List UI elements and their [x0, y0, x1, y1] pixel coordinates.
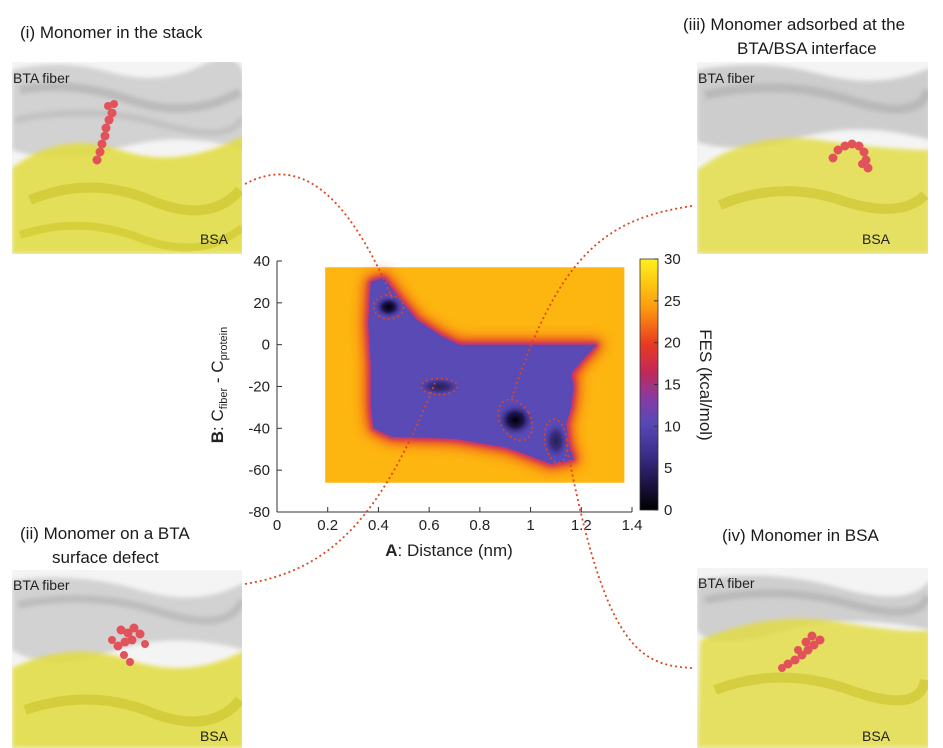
panel-monomer-stack — [12, 62, 242, 254]
protein-label-iii: BSA — [862, 231, 891, 247]
x-tick-label: 0 — [273, 517, 281, 534]
x-tick-label: 0.2 — [317, 517, 338, 534]
fiber-label-iv: BTA fiber — [698, 575, 755, 591]
colorbar-tick-label: 10 — [664, 418, 681, 435]
y-tick-label: 20 — [253, 295, 270, 312]
colorbar-tick-label: 20 — [664, 335, 681, 352]
panel-monomer-in-bsa — [697, 568, 928, 748]
x-tick-label: 1.2 — [571, 517, 592, 534]
x-tick-label: 1.4 — [622, 517, 643, 534]
y-tick-label: -80 — [248, 504, 270, 521]
y-axis-label-mid: - C — [208, 360, 227, 387]
caption-monomer-surface-defect-line2: surface defect — [52, 548, 159, 567]
colorbar-tick-label: 15 — [664, 377, 681, 394]
y-tick-label: -40 — [248, 420, 270, 437]
basin-marker-iii — [497, 398, 534, 442]
basin-marker-ii — [420, 377, 459, 396]
x-axis-label-bold: A — [385, 541, 397, 560]
x-axis-label-text: : Distance (nm) — [398, 541, 513, 560]
caption-monomer-surface-defect-line1: (ii) Monomer on a BTA — [20, 524, 190, 543]
y-axis-label-bold: B — [208, 431, 227, 443]
caption-monomer-stack: (i) Monomer in the stack — [20, 23, 203, 42]
fiber-label-ii: BTA fiber — [13, 577, 70, 593]
colorbar-label: FES (kcal/mol) — [696, 329, 715, 440]
panel-monomer-interface — [697, 62, 928, 254]
x-tick-label: 0.4 — [368, 517, 389, 534]
basin-marker-iv — [543, 418, 569, 464]
x-tick-label: 0.8 — [469, 517, 490, 534]
plot-axes: 0 0.2 0.4 0.6 0.8 1 1.2 1.4 -80 -60 -40 -20 0 20 40 — [248, 253, 642, 534]
monomer-molecule — [778, 631, 825, 672]
caption-monomer-interface-line1: (iii) Monomer adsorbed at the — [683, 15, 906, 34]
fes-basin-i — [374, 296, 403, 319]
fes-basin-ii — [417, 377, 462, 396]
basin-markers — [372, 294, 569, 464]
colorbar-tick-label: 30 — [664, 251, 681, 268]
colorbar-tick-label: 5 — [664, 460, 672, 477]
monomer-molecule — [828, 139, 873, 173]
y-tick-label: 40 — [253, 253, 270, 270]
y-tick-label: -60 — [248, 462, 270, 479]
colorbar-tick-label: 25 — [664, 293, 681, 310]
caption-monomer-in-bsa: (iv) Monomer in BSA — [722, 526, 879, 545]
protein-label-iv: BSA — [862, 728, 891, 744]
y-axis-label: B: Cfiber - Cprotein — [208, 327, 230, 443]
y-axis-label-text: : C — [208, 409, 227, 431]
caption-monomer-interface-line2: BTA/BSA interface — [737, 39, 877, 58]
fes-heatmap — [325, 267, 625, 483]
panel-monomer-surface-defect — [12, 570, 242, 748]
colorbar-ticks: 0 5 10 15 20 25 30 — [654, 251, 681, 519]
fes-basin-iv — [543, 422, 568, 459]
monomer-molecule — [108, 623, 149, 666]
fes-basin-iii — [497, 403, 534, 436]
connector-ii — [244, 382, 436, 585]
protein-label-i: BSA — [200, 231, 229, 247]
protein-label-ii: BSA — [200, 728, 229, 744]
y-axis-label-sub1: fiber — [218, 387, 230, 409]
colorbar-tick-label: 0 — [664, 502, 672, 519]
fiber-label-i: BTA fiber — [13, 70, 70, 86]
x-axis-label: A: Distance (nm) — [385, 541, 513, 560]
connectors — [244, 173, 693, 669]
connector-iii — [511, 205, 693, 399]
y-tick-label: 0 — [262, 337, 270, 354]
x-tick-label: 1 — [526, 517, 534, 534]
connector-i — [244, 173, 394, 301]
y-axis-label-sub2: protein — [218, 327, 230, 361]
basin-marker-i — [372, 294, 405, 320]
fiber-label-iii: BTA fiber — [698, 70, 755, 86]
monomer-molecule — [92, 100, 118, 165]
connector-iv — [565, 441, 693, 669]
fes-low-region — [368, 277, 597, 464]
y-tick-label: -20 — [248, 379, 270, 396]
x-tick-label: 0.6 — [419, 517, 440, 534]
